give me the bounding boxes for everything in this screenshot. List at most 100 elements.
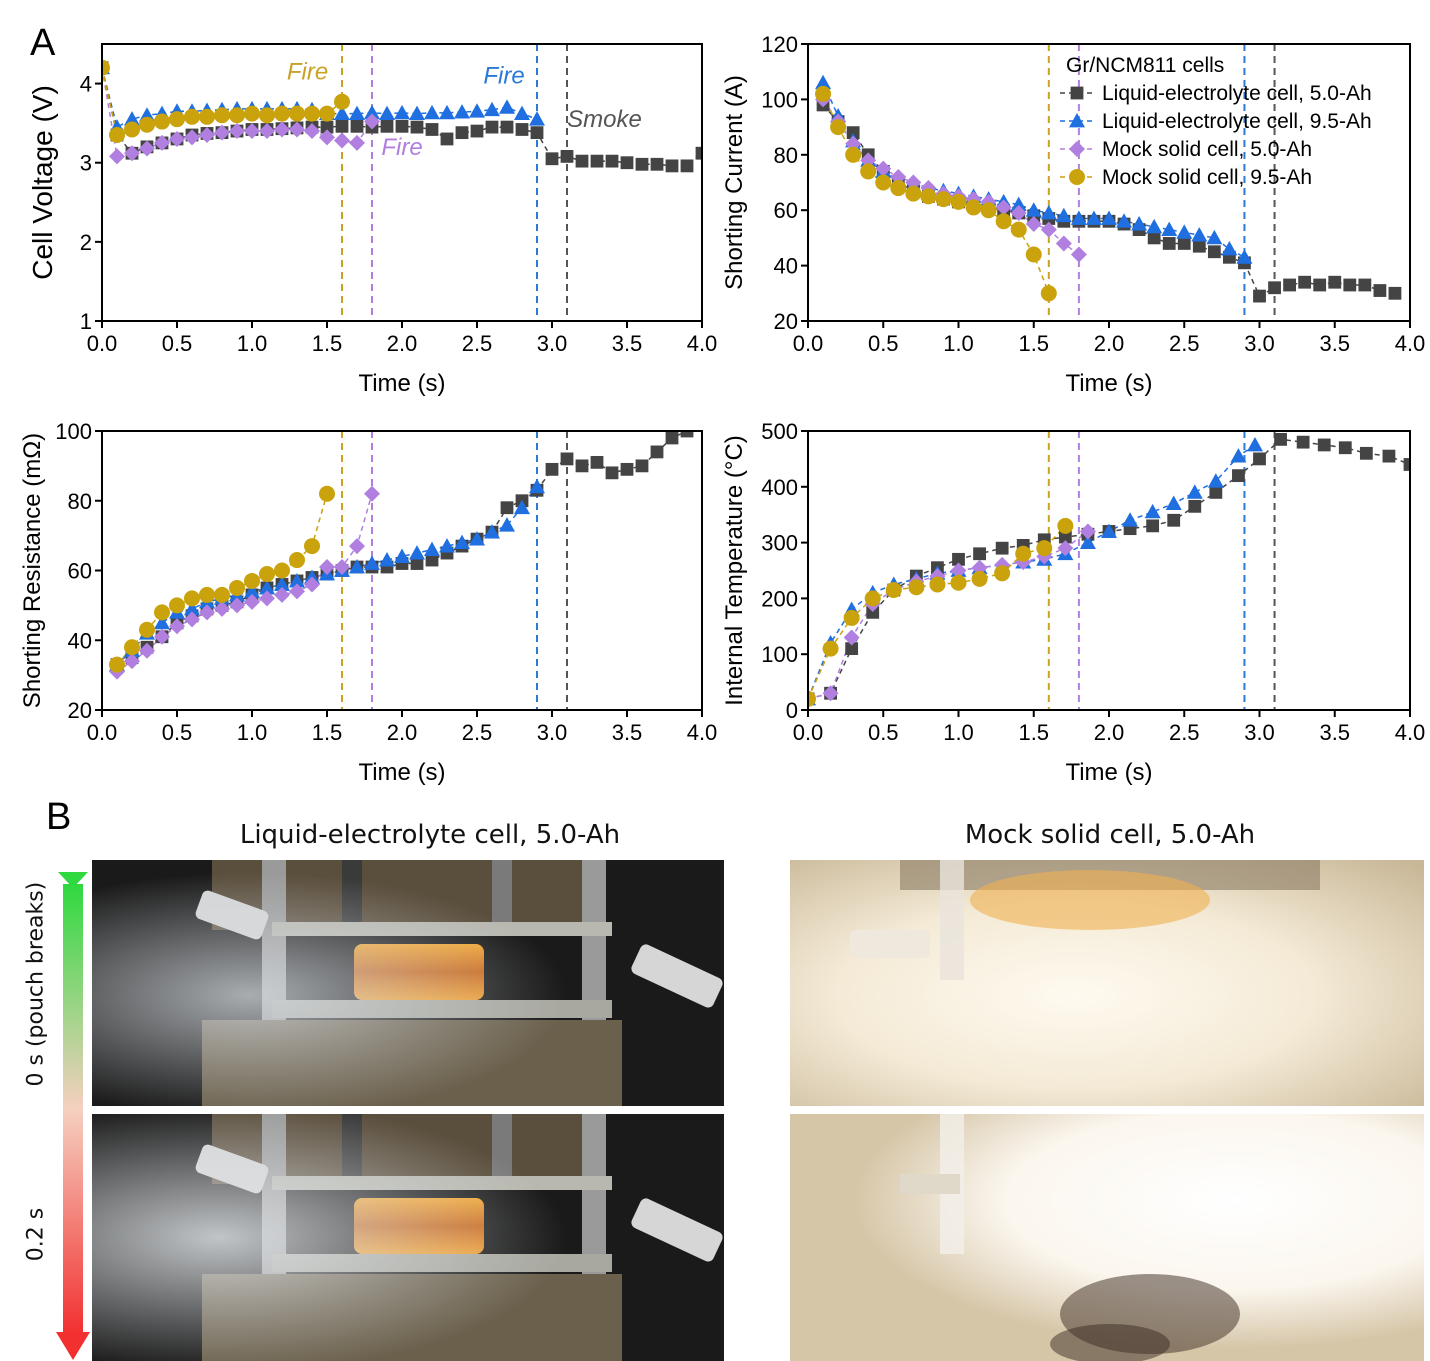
x-tick-label: 2.5 (1169, 720, 1200, 745)
data-point-s2-22 (424, 541, 440, 556)
data-point-s1-9 (973, 547, 986, 561)
data-point-s2-28 (514, 499, 530, 515)
data-point-s4-5 (154, 113, 170, 130)
legend-label: Liquid-electrolyte cell, 5.0-Ah (1102, 82, 1372, 105)
data-point-s4-11 (965, 199, 982, 216)
data-point-s1-39 (665, 159, 679, 173)
data-point-s1-33 (1298, 275, 1312, 289)
series-group (102, 59, 702, 173)
data-point-s3-3 (843, 629, 860, 646)
data-point-s4-12 (274, 562, 290, 579)
chart-1: 0.0 0.5 1.0 1.5 2.0 2.5 3.0 3.5 4.0 1 2 3 4 Time (s) C… (27, 43, 717, 397)
data-point-s1-37 (635, 157, 649, 171)
plot-area (102, 431, 702, 710)
data-point-s4-6 (169, 111, 185, 128)
data-point-s3-2 (124, 653, 140, 670)
data-point-s3-7 (199, 604, 215, 621)
time-label-top: 0 s (pouch breaks) (23, 881, 49, 1087)
data-point-s2-12 (274, 576, 290, 591)
series-group (815, 74, 1402, 303)
data-point-s4-3 (139, 621, 155, 638)
data-point-s1-38 (665, 431, 679, 445)
x-tick-label: 1.5 (312, 331, 343, 356)
data-point-s3-18 (1070, 246, 1087, 263)
plot-area (808, 431, 1410, 710)
x-tick-label: 2.0 (387, 720, 418, 745)
data-point-s1-30 (530, 126, 544, 140)
data-point-s2-26 (469, 103, 485, 118)
data-point-s1-34 (590, 154, 604, 168)
data-point-s4-9 (935, 191, 952, 208)
data-point-s3-5 (154, 134, 170, 151)
data-point-s4-2 (822, 640, 839, 657)
data-point-s4-9 (971, 570, 988, 587)
data-point-s2-18 (349, 105, 365, 121)
data-point-s3-16 (319, 129, 335, 146)
data-point-s4-11 (259, 565, 275, 582)
series-group (109, 431, 694, 680)
data-point-s1-18 (1167, 513, 1181, 527)
data-point-s2-18 (1165, 495, 1182, 510)
panel-a-label: A (30, 22, 56, 64)
x-axis-label: Time (s) (1065, 370, 1152, 397)
data-point-s2-22 (1131, 216, 1148, 231)
y-tick-label: 40 (774, 254, 798, 279)
chart-area: 0.0 0.5 1.0 1.5 2.0 2.5 3.0 3.5 4.0 1 2 3 4 Time (s) C… (19, 32, 1426, 786)
data-point-s2-26 (1191, 227, 1208, 242)
x-tick-label: 3.5 (1319, 331, 1350, 356)
data-point-s4-2 (109, 127, 125, 144)
data-point-s1-36 (635, 459, 649, 473)
data-point-s3-7 (905, 174, 922, 191)
data-point-s3-4 (154, 628, 170, 645)
data-point-s2-27 (499, 517, 515, 532)
y-tick-label: 100 (55, 419, 92, 444)
data-point-s1-18 (350, 119, 364, 133)
data-point-s2-3 (124, 111, 140, 126)
photo-liquid-0.2s (92, 1114, 724, 1361)
data-point-s1-3 (846, 126, 860, 140)
data-point-s4-11 (1015, 545, 1032, 562)
data-point-s3-17 (349, 538, 365, 555)
x-tick-label: 4.0 (1395, 331, 1426, 356)
data-point-s4-6 (908, 579, 925, 596)
legend-label: Liquid-electrolyte cell, 9.5-Ah (1102, 110, 1372, 133)
data-point-s2-29 (514, 105, 530, 121)
data-point-s4-5 (885, 582, 902, 599)
data-point-s3-13 (995, 199, 1012, 216)
data-point-s1-26 (1338, 441, 1352, 455)
data-point-s1-31 (1268, 281, 1281, 295)
data-point-s3-14 (1010, 204, 1027, 221)
data-point-s3-15 (319, 559, 335, 576)
data-point-s1-29 (1403, 458, 1410, 471)
data-point-s2-24 (439, 104, 455, 120)
data-point-s3-6 (184, 611, 200, 628)
data-point-s1-17 (335, 119, 349, 133)
data-point-s2-25 (1176, 224, 1193, 239)
data-point-s1-23 (1147, 231, 1161, 245)
y-tick-label: 100 (761, 642, 798, 667)
data-point-s3-10 (229, 123, 245, 140)
x-axis-label: Time (s) (358, 370, 445, 397)
data-point-s2-21 (409, 545, 425, 560)
data-point-s4-10 (229, 107, 245, 124)
data-point-s4-15 (1025, 246, 1042, 263)
photo-mock-solid-0.2s (790, 1114, 1424, 1361)
data-point-s3-13 (289, 583, 305, 600)
data-point-s1-35 (620, 462, 634, 476)
data-point-s3-6 (169, 130, 185, 147)
y-tick-label: 40 (68, 628, 92, 653)
data-point-s1-21 (395, 119, 409, 133)
data-point-s4-16 (319, 105, 335, 122)
data-point-s1-4 (866, 605, 880, 619)
data-point-s2-19 (364, 104, 380, 120)
data-point-s4-8 (920, 188, 937, 205)
x-tick-label: 3.0 (537, 331, 568, 356)
data-point-s4-3 (843, 609, 860, 626)
data-point-s4-5 (875, 174, 892, 191)
annotation-3: Fire (381, 134, 422, 161)
data-point-s3-11 (244, 123, 260, 140)
y-tick-label: 3 (80, 151, 92, 176)
data-point-s1-38 (650, 157, 664, 171)
data-point-s1-27 (500, 501, 514, 515)
x-tick-label: 3.0 (537, 720, 568, 745)
